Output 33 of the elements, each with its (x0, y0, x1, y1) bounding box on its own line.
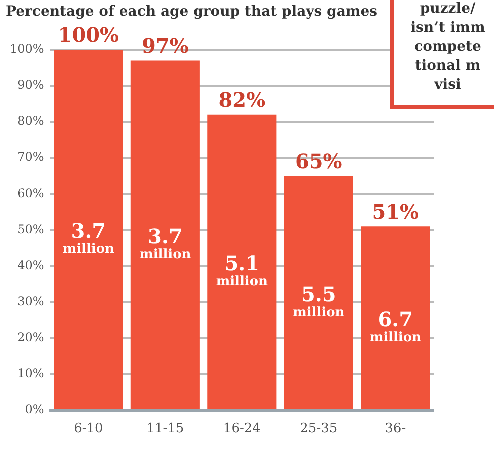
data-label: 51% (372, 200, 420, 224)
data-label: 82% (218, 88, 266, 112)
y-tick-label: 50% (18, 222, 44, 236)
x-tick-label: 16-24 (223, 422, 261, 437)
y-tick-label: 20% (18, 330, 44, 344)
y-tick-label: 100% (10, 42, 44, 56)
y-tick-label: 60% (18, 186, 44, 200)
y-tick-label: 80% (18, 114, 44, 128)
x-tick-label: 36- (385, 422, 406, 437)
bar (361, 226, 430, 410)
bar (208, 114, 277, 410)
x-tick-label: 11-15 (146, 422, 184, 437)
x-tick-label: 25-35 (300, 422, 338, 437)
y-tick-label: 30% (18, 294, 44, 308)
bar (284, 176, 354, 410)
data-label: 100% (58, 23, 120, 48)
y-tick-label: 70% (18, 150, 44, 164)
bar (54, 50, 124, 410)
data-label: 65% (295, 149, 342, 174)
y-tick-label: 90% (18, 78, 44, 92)
y-tick-label: 10% (18, 366, 44, 380)
bar (130, 60, 200, 410)
annotation: 3.7 million (140, 224, 192, 263)
annotation: 3.7 million (62, 219, 116, 258)
y-tick-label: 0% (25, 402, 44, 417)
data-label: 97% (142, 34, 189, 58)
annotation: 6.7 million (370, 308, 422, 346)
annotation: 5.1 million (216, 252, 269, 290)
y-tick-label: 40% (18, 258, 44, 272)
annotation: 5.5 million (293, 282, 346, 320)
chart-title: Percentage of each age group that plays games (6, 4, 378, 20)
text-box: puzzle/ isn’t imm compete tional m visi (390, 0, 494, 109)
x-tick-label: 6-10 (74, 422, 104, 437)
